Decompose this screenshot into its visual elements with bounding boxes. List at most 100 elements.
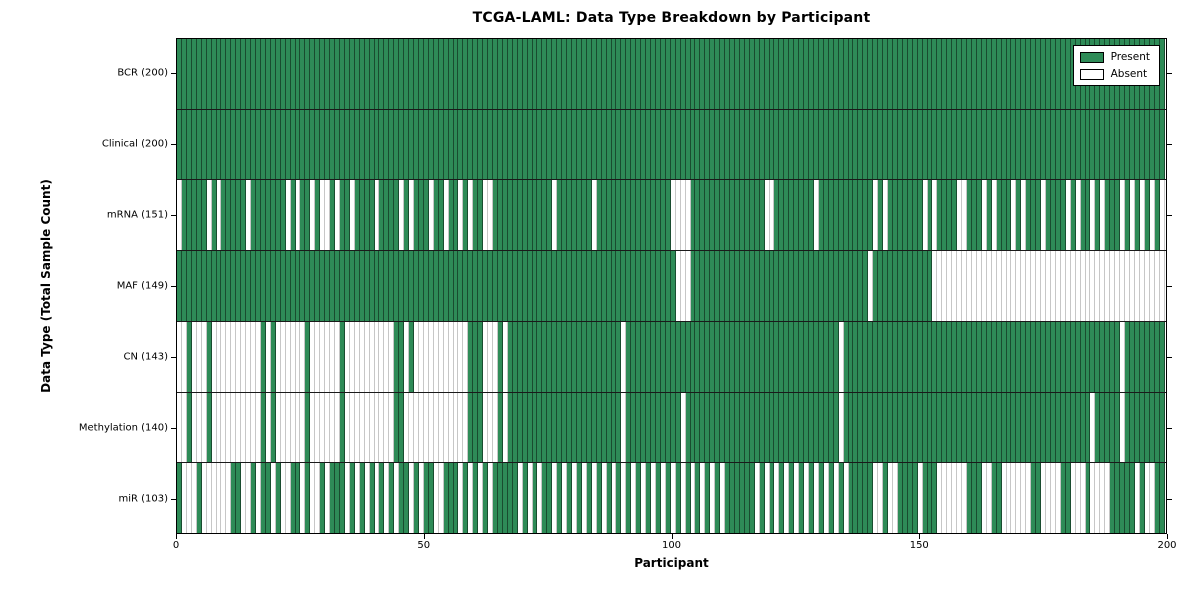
cell-present [986, 39, 992, 109]
cell-present [971, 321, 977, 392]
cell-present [730, 463, 735, 534]
cell-absent [1011, 251, 1017, 321]
cell-absent [1036, 251, 1042, 321]
cell-present [725, 39, 730, 109]
cell-present [799, 251, 805, 321]
cell-present [853, 251, 859, 321]
cell-present [320, 109, 326, 180]
cell-present [537, 392, 543, 463]
cell-present [270, 321, 276, 392]
ytick-mark-left [171, 144, 176, 146]
cell-present [201, 251, 207, 321]
cell-present [710, 180, 716, 251]
cell-absent [1021, 463, 1027, 534]
plot-area: Present Absent [176, 38, 1167, 534]
cell-absent [675, 180, 681, 251]
cell-absent [394, 463, 400, 534]
cell-present [868, 321, 874, 392]
cell-present [858, 463, 864, 534]
cell-present [1055, 109, 1061, 180]
cell-present [265, 180, 271, 251]
cell-absent [448, 392, 454, 463]
cell-present [330, 251, 335, 321]
cell-present [813, 109, 819, 180]
cell-absent [364, 321, 370, 392]
cell-present [967, 109, 972, 180]
cell-present [483, 39, 489, 109]
cell-present [725, 321, 730, 392]
xtick-label-100: 100 [661, 540, 682, 551]
cell-present [562, 109, 568, 180]
cell-present [576, 463, 582, 534]
cell-present [789, 109, 795, 180]
cell-present [828, 463, 834, 534]
cell-present [359, 109, 365, 180]
cell-present [201, 109, 207, 180]
cell-present [947, 392, 953, 463]
cell-present [177, 39, 182, 109]
cell-present [883, 109, 888, 180]
cell-present [497, 321, 503, 392]
cell-present [1075, 321, 1081, 392]
cell-present [892, 39, 898, 109]
cell-present [818, 321, 824, 392]
cell-present [744, 321, 750, 392]
cell-present [626, 109, 632, 180]
cell-present [942, 321, 948, 392]
cell-absent [710, 463, 716, 534]
cell-present [1060, 39, 1066, 109]
cell-present [853, 180, 859, 251]
cell-absent [280, 463, 286, 534]
cell-present [300, 109, 306, 180]
cell-present [833, 109, 839, 180]
cell-present [335, 251, 340, 321]
cell-present [1050, 321, 1056, 392]
cell-absent [1080, 463, 1086, 534]
cell-present [720, 392, 726, 463]
cell-absent [330, 321, 335, 392]
cell-present [601, 251, 607, 321]
cell-present [986, 392, 992, 463]
cell-present [986, 180, 992, 251]
cell-present [927, 463, 933, 534]
cell-present [349, 109, 355, 180]
cell-present [497, 392, 503, 463]
cell-present [967, 39, 972, 109]
cell-absent [206, 463, 212, 534]
cell-present [897, 321, 903, 392]
cell-present [557, 463, 563, 534]
cell-present [734, 180, 740, 251]
cell-absent [384, 392, 390, 463]
cell-present [251, 109, 256, 180]
cell-present [626, 321, 632, 392]
cell-present [651, 180, 656, 251]
cell-present [181, 180, 187, 251]
cell-absent [1095, 463, 1101, 534]
cell-present [1125, 392, 1130, 463]
cell-present [221, 251, 227, 321]
cell-present [789, 463, 795, 534]
cell-present [330, 39, 335, 109]
cell-present [1006, 109, 1012, 180]
cell-absent [374, 463, 380, 534]
cell-present [942, 180, 948, 251]
cell-present [932, 39, 938, 109]
cell-present [601, 392, 607, 463]
cell-present [1016, 180, 1022, 251]
cell-present [858, 251, 864, 321]
cell-present [497, 109, 503, 180]
cell-present [695, 180, 701, 251]
cell-absent [621, 321, 627, 392]
cell-present [739, 180, 745, 251]
cell-absent [226, 321, 232, 392]
cell-absent [1055, 251, 1061, 321]
cell-present [394, 392, 400, 463]
cell-present [221, 109, 227, 180]
cell-present [744, 109, 750, 180]
cell-present [211, 39, 217, 109]
cell-present [310, 109, 316, 180]
cell-present [290, 39, 296, 109]
cell-absent [315, 392, 321, 463]
cell-present [1046, 109, 1051, 180]
cell-present [749, 321, 755, 392]
